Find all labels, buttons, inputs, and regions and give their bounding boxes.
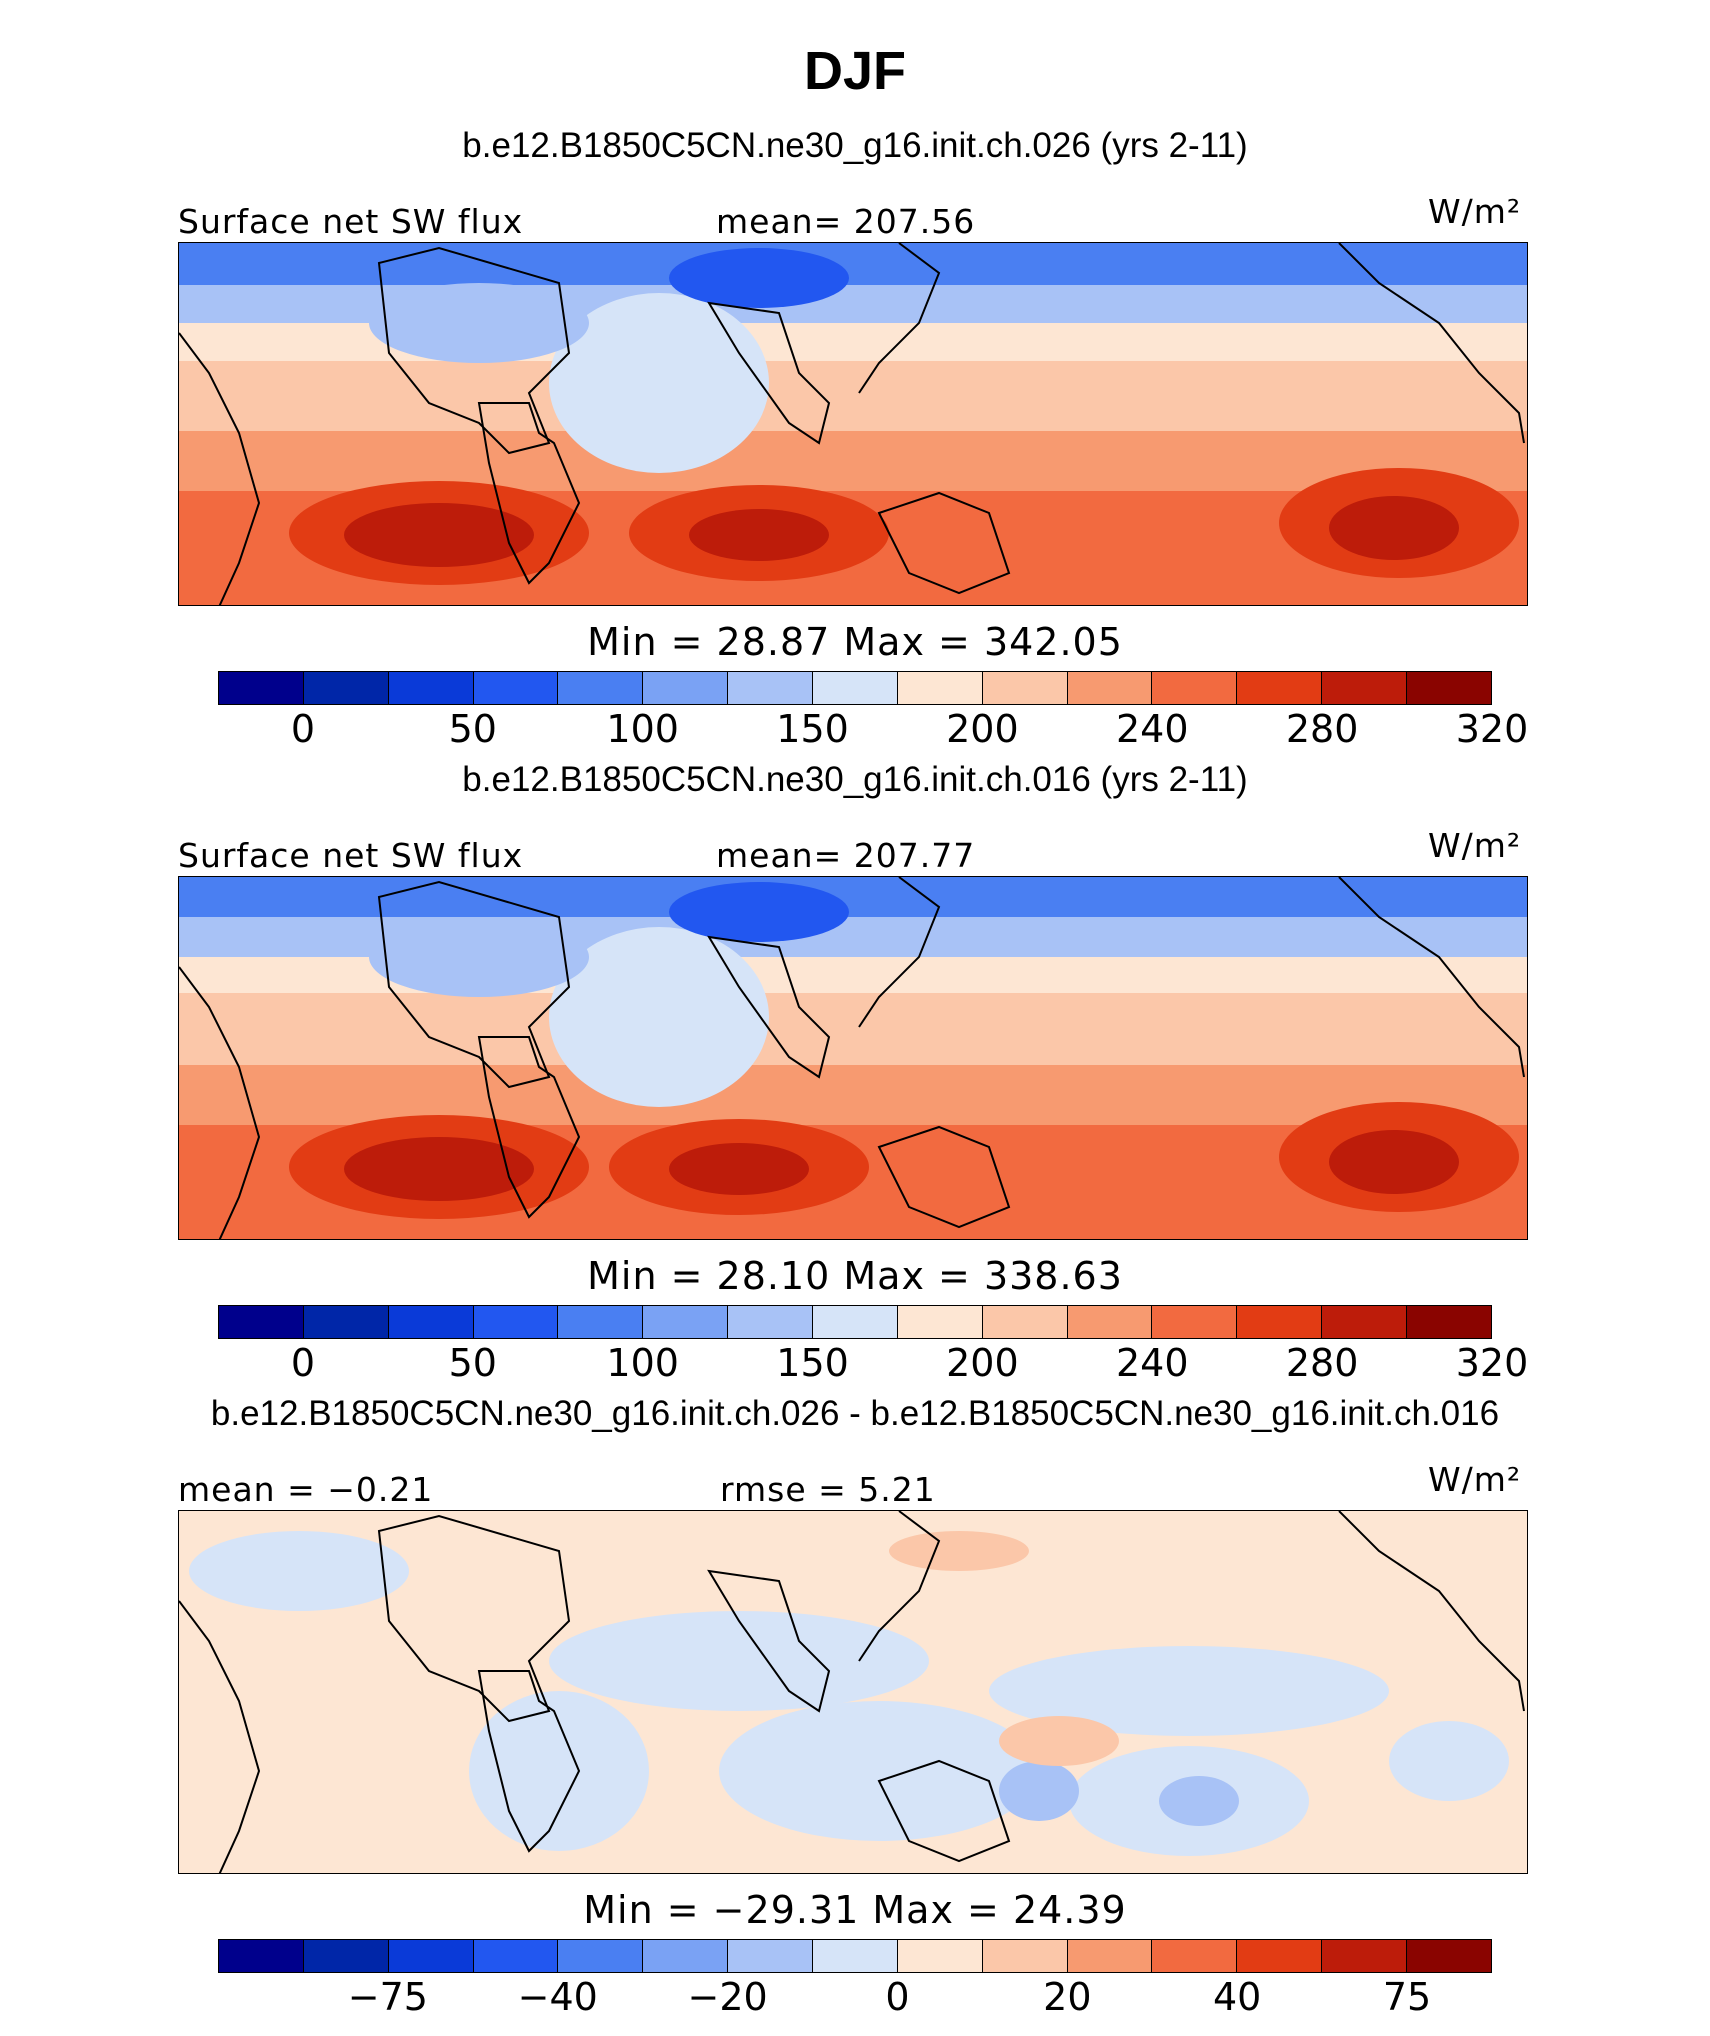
colorbar-swatch xyxy=(728,672,814,704)
colorbar-tick-label: −20 xyxy=(687,1975,768,2019)
panel-3-map-field xyxy=(179,1511,1527,1873)
colorbar-swatch xyxy=(1067,672,1153,704)
colorbar-swatch xyxy=(643,1940,729,1972)
colorbar-tick-label: 200 xyxy=(946,707,1019,751)
colorbar-swatch xyxy=(388,1940,474,1972)
colorbar-tick-label: 0 xyxy=(290,1341,316,1385)
colorbar-tick-label: 150 xyxy=(776,707,849,751)
colorbar-swatch xyxy=(558,1306,644,1338)
panel-1-minmax-label: Min = 28.87 Max = 342.05 xyxy=(587,620,1123,664)
colorbar-tick-label: 280 xyxy=(1285,1341,1359,1385)
colorbar-swatch xyxy=(558,1940,644,1972)
panel-1-units-label: W/m² xyxy=(1428,192,1522,231)
panel-3-map xyxy=(178,1510,1528,1874)
panel-2-units-label: W/m² xyxy=(1428,826,1522,865)
colorbar-swatch xyxy=(303,1940,389,1972)
panel-3-mean-label: mean = −0.21 xyxy=(178,1470,434,1509)
colorbar-swatch xyxy=(1322,1940,1408,1972)
colorbar-swatch xyxy=(1152,672,1238,704)
panel-1-mean-label: mean= 207.56 xyxy=(716,202,976,241)
colorbar-tick-label: 240 xyxy=(1116,1341,1189,1385)
panel-2-case-title: b.e12.B1850C5CN.ne30_g16.init.ch.016 (yr… xyxy=(462,760,1248,799)
colorbar-swatch xyxy=(1237,1940,1323,1972)
colorbar-swatch xyxy=(643,1306,729,1338)
colorbar-swatch xyxy=(813,672,898,704)
colorbar-tick-label: 40 xyxy=(1213,1975,1262,2019)
colorbar-swatch xyxy=(473,672,559,704)
panel-1-map xyxy=(178,242,1528,606)
panel-3-colorbar xyxy=(218,1939,1492,1973)
panel-1-case-title: b.e12.B1850C5CN.ne30_g16.init.ch.026 (yr… xyxy=(462,126,1248,165)
colorbar-swatch xyxy=(897,1306,983,1338)
colorbar-swatch xyxy=(897,1940,983,1972)
colorbar-tick-label: 20 xyxy=(1043,1975,1092,2019)
panel-1-map-field xyxy=(179,243,1527,605)
colorbar-swatch xyxy=(982,672,1068,704)
colorbar-tick-label: 320 xyxy=(1455,707,1529,751)
colorbar-swatch xyxy=(1407,672,1491,704)
colorbar-swatch xyxy=(1407,1306,1491,1338)
colorbar-swatch xyxy=(1067,1940,1153,1972)
colorbar-swatch xyxy=(219,672,304,704)
panel-2-minmax-label: Min = 28.10 Max = 338.63 xyxy=(587,1254,1123,1298)
colorbar-swatch xyxy=(1067,1306,1153,1338)
colorbar-swatch xyxy=(473,1306,559,1338)
colorbar-tick-label: 280 xyxy=(1285,707,1359,751)
panel-3-minmax-label: Min = −29.31 Max = 24.39 xyxy=(583,1888,1127,1932)
panel-3-case-title: b.e12.B1850C5CN.ne30_g16.init.ch.026 - b… xyxy=(210,1394,1500,1433)
colorbar-tick-label: 50 xyxy=(448,1341,497,1385)
colorbar-tick-label: 100 xyxy=(606,1341,679,1385)
panel-2-map xyxy=(178,876,1528,1240)
colorbar-swatch xyxy=(1407,1940,1491,1972)
colorbar-swatch xyxy=(1322,672,1408,704)
colorbar-tick-label: 240 xyxy=(1116,707,1189,751)
panel-1-variable-label: Surface net SW flux xyxy=(178,202,524,241)
colorbar-tick-label: 0 xyxy=(885,1975,910,2019)
colorbar-swatch xyxy=(1152,1940,1238,1972)
colorbar-swatch xyxy=(303,1306,389,1338)
colorbar-swatch xyxy=(813,1306,898,1338)
colorbar-swatch xyxy=(643,672,729,704)
colorbar-swatch xyxy=(728,1306,814,1338)
panel-3-units-label: W/m² xyxy=(1428,1460,1522,1499)
colorbar-swatch xyxy=(388,1306,474,1338)
colorbar-swatch xyxy=(897,672,983,704)
colorbar-tick-label: 320 xyxy=(1455,1341,1529,1385)
colorbar-swatch xyxy=(982,1306,1068,1338)
colorbar-tick-label: 50 xyxy=(448,707,497,751)
colorbar-swatch xyxy=(1237,672,1323,704)
colorbar-swatch xyxy=(473,1940,559,1972)
panel-2-colorbar xyxy=(218,1305,1492,1339)
colorbar-swatch xyxy=(982,1940,1068,1972)
colorbar-tick-label: 75 xyxy=(1382,1975,1432,2019)
panel-2-mean-label: mean= 207.77 xyxy=(716,836,976,875)
panel-1-colorbar xyxy=(218,671,1492,705)
colorbar-swatch xyxy=(1322,1306,1408,1338)
colorbar-swatch xyxy=(813,1940,898,1972)
colorbar-tick-label: 0 xyxy=(290,707,316,751)
colorbar-swatch xyxy=(1237,1306,1323,1338)
colorbar-swatch xyxy=(558,672,644,704)
colorbar-swatch xyxy=(303,672,389,704)
colorbar-tick-label: 150 xyxy=(776,1341,849,1385)
colorbar-tick-label: 100 xyxy=(606,707,679,751)
colorbar-tick-label: −40 xyxy=(517,1975,598,2019)
colorbar-swatch xyxy=(219,1940,304,1972)
colorbar-swatch xyxy=(219,1306,304,1338)
colorbar-tick-label: 200 xyxy=(946,1341,1019,1385)
colorbar-swatch xyxy=(728,1940,814,1972)
colorbar-tick-label: −75 xyxy=(347,1975,428,2019)
panel-3-rmse-label: rmse = 5.21 xyxy=(720,1470,936,1509)
panel-2-variable-label: Surface net SW flux xyxy=(178,836,524,875)
colorbar-swatch xyxy=(388,672,474,704)
panel-2-map-field xyxy=(179,877,1527,1239)
figure-title: DJF xyxy=(803,41,906,101)
colorbar-swatch xyxy=(1152,1306,1238,1338)
